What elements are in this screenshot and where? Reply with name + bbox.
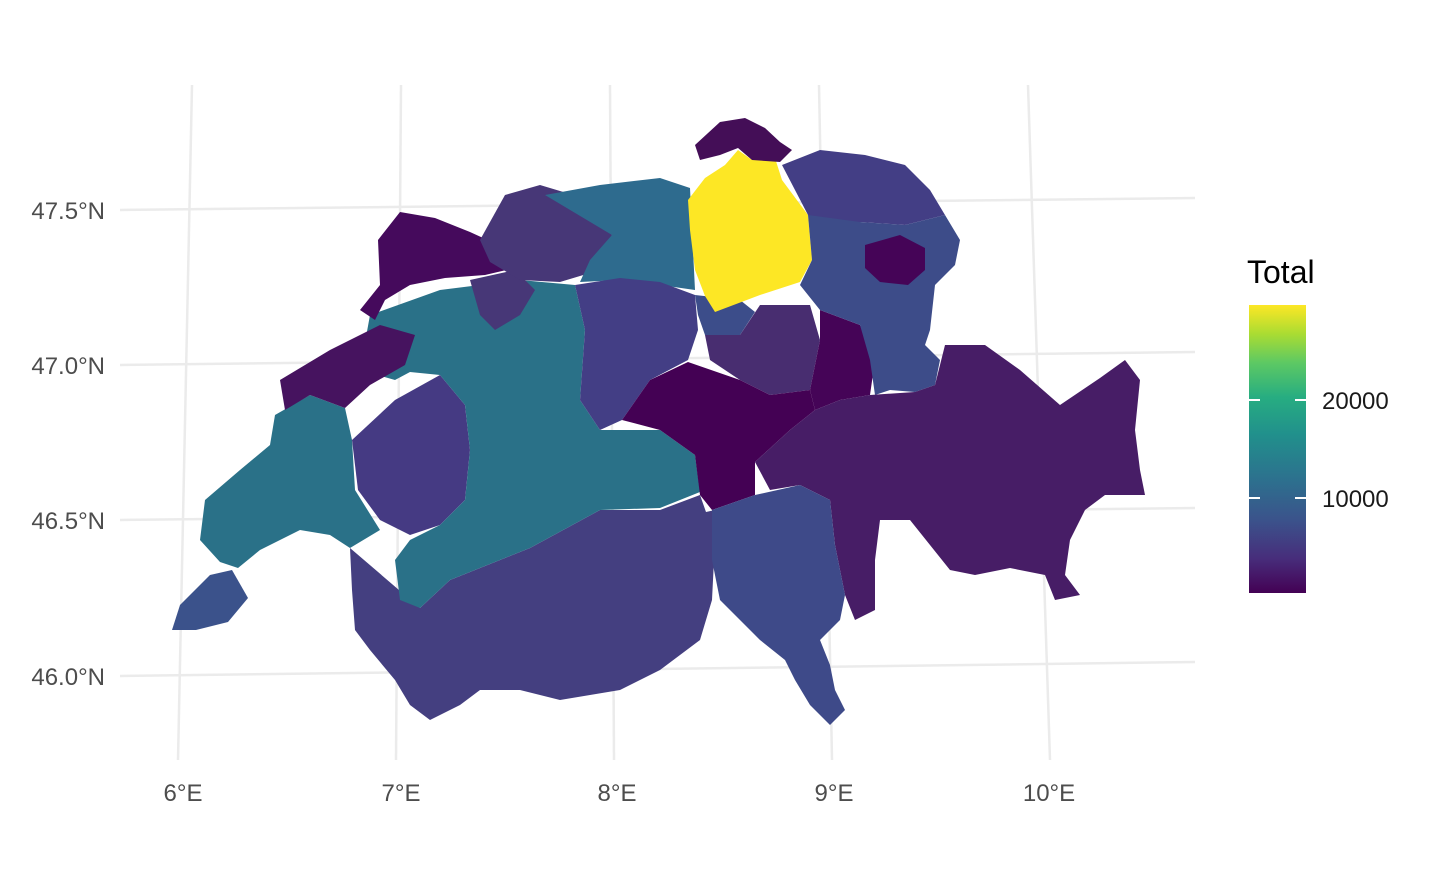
legend-colorbar [1249, 305, 1306, 593]
lat-label-47.0: 47.0°N [31, 353, 105, 380]
region-appenzell[interactable] [865, 235, 925, 285]
region-thurgau[interactable] [782, 150, 945, 225]
legend: Total 20000 10000 [1247, 254, 1389, 593]
graticule-lon-6 [176, 84, 194, 761]
region-geneva[interactable] [172, 570, 248, 630]
lon-label-9: 9°E [815, 780, 854, 807]
region-lucerne[interactable] [575, 278, 698, 430]
region-fribourg[interactable] [352, 375, 470, 535]
region-neuchatel[interactable] [280, 325, 415, 410]
longitude-labels: 6°E 7°E 8°E 9°E 10°E [164, 780, 1076, 807]
regions [172, 118, 1145, 725]
region-solothurn[interactable] [470, 270, 535, 330]
region-graubunden[interactable] [755, 345, 1145, 620]
region-uri[interactable] [622, 362, 815, 510]
legend-label-20000: 20000 [1322, 388, 1389, 415]
lon-label-10: 10°E [1023, 780, 1075, 807]
lon-label-7: 7°E [382, 780, 421, 807]
region-glarus[interactable] [810, 310, 875, 410]
region-zug[interactable] [695, 295, 755, 335]
lat-label-47.5: 47.5°N [31, 198, 105, 225]
legend-title: Total [1247, 254, 1315, 290]
lat-label-46.5: 46.5°N [31, 508, 105, 535]
region-schwyz[interactable] [705, 305, 820, 395]
lon-label-6: 6°E [164, 780, 203, 807]
region-ticino[interactable] [712, 485, 845, 725]
region-zurich[interactable] [688, 150, 812, 312]
legend-label-10000: 10000 [1322, 486, 1389, 513]
latitude-labels: 47.5°N 47.0°N 46.5°N 46.0°N [31, 198, 105, 691]
lat-label-46.0: 46.0°N [31, 664, 105, 691]
region-aargau[interactable] [545, 178, 695, 290]
region-valais[interactable] [350, 495, 715, 720]
lon-label-8: 8°E [598, 780, 637, 807]
region-schaffhausen[interactable] [695, 118, 792, 162]
region-bern[interactable] [360, 280, 700, 608]
region-jura[interactable] [360, 212, 515, 320]
region-vaud[interactable] [200, 395, 380, 568]
